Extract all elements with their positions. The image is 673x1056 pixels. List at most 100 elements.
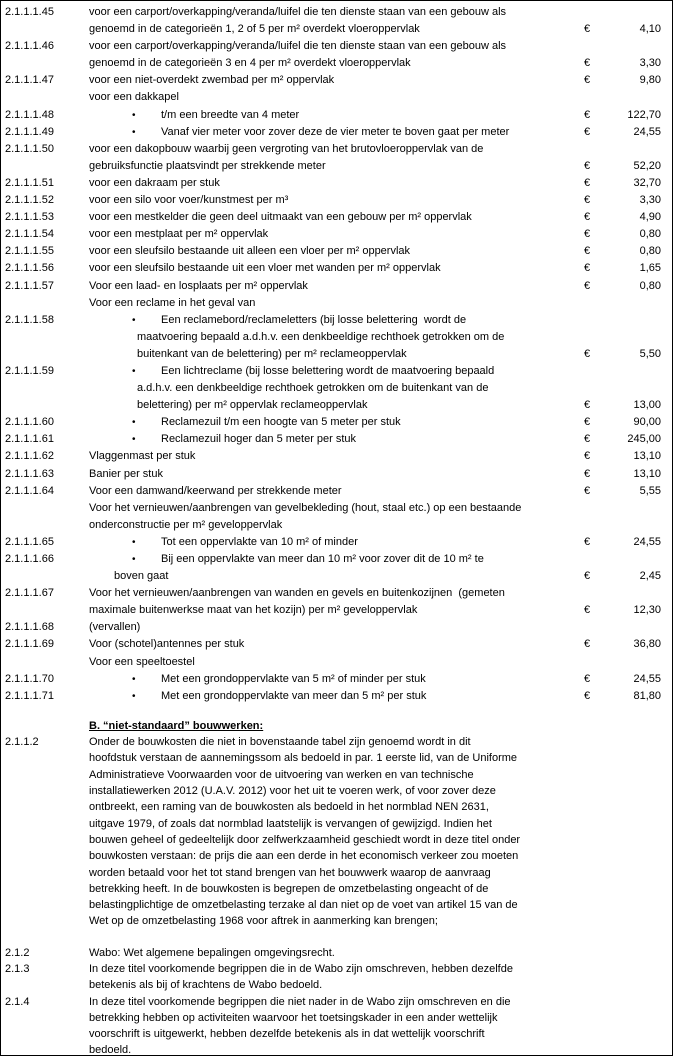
euro-symbol: € (584, 159, 591, 172)
table-row: 2.1.1.1.58 • Een reclamebord/reclameletter… (1, 312, 672, 363)
row-code: 2.1.2 (5, 946, 30, 959)
table-row: voor een dakkapel (1, 89, 672, 106)
row-line: 2.1.1.1.47 voor een niet-overdekt zwembad… (1, 72, 672, 89)
table-row: 2.1.1.1.48 • t/m een breedte van 4 meter €1… (1, 107, 672, 124)
row-line: maximale buitenwerkse maat van het kozij… (1, 602, 672, 619)
row-code: 2.1.1.1.71 (5, 689, 54, 702)
row-text: Reclamezuil hoger dan 5 meter per stuk (161, 433, 357, 446)
row-code: 2.1.1.1.69 (5, 638, 54, 651)
row-text: Voor een laad- en losplaats per m² opper… (89, 279, 308, 292)
row-text: t/m een breedte van 4 meter (161, 108, 300, 121)
row-code: 2.1.1.1.54 (5, 228, 54, 241)
row-line: 2.1.1.1.69 Voor (schotel)antennes per stu… (1, 636, 672, 653)
row-text: belettering) per m² oppervlak reclameopp… (137, 399, 368, 412)
row-code: 2.1.1.1.52 (5, 194, 54, 207)
euro-symbol: € (584, 194, 591, 207)
row-line: betrekking heeft. In de bouwkosten is be… (1, 881, 672, 897)
euro-symbol: € (584, 228, 591, 241)
euro-symbol: € (584, 689, 591, 702)
row-text: installatiewerken 2012 (U.A.V. 2012) voo… (89, 785, 496, 798)
row-code: 2.1.1.1.56 (5, 262, 54, 275)
row-amount: 52,20 (633, 159, 661, 172)
row-line: 2.1.1.1.70 • Met een grondoppervlakte van … (1, 671, 672, 688)
table-row: 2.1.1.1.56 voor een sleufsilo bestaande u… (1, 260, 672, 277)
row-line: buitenkant van de belettering) per m² re… (1, 346, 672, 363)
euro-symbol: € (584, 108, 591, 121)
row-text: Onder de bouwkosten die niet in bovensta… (89, 736, 471, 749)
row-code: 2.1.1.1.70 (5, 672, 54, 685)
table-row: 2.1.1.1.67 Voor het vernieuwen/aanbrengen… (1, 585, 672, 619)
row-amount: 5,55 (639, 484, 661, 497)
row-text: In deze titel voorkomende begrippen die … (89, 995, 511, 1008)
row-code: 2.1.1.1.65 (5, 535, 54, 548)
euro-symbol: € (584, 416, 591, 429)
row-line: 2.1.1.1.48 • t/m een breedte van 4 meter €1… (1, 107, 672, 124)
table-row: 2.1.4 In deze titel voorkomende begrippen… (1, 994, 672, 1055)
row-text: Met een grondoppervlakte van meer dan 5 … (161, 689, 427, 702)
row-text: voor een silo voor voer/kunstmest per m³ (89, 194, 289, 207)
row-line: 2.1.1.2 Onder de bouwkosten die niet in b… (1, 734, 672, 750)
row-line: 2.1.1.1.63 Banier per stuk €13,10 (1, 466, 672, 483)
row-code: 2.1.1.1.61 (5, 433, 54, 446)
table-row: 2.1.1.1.50 voor een dakopbouw waarbij gee… (1, 141, 672, 175)
row-line: maatvoering bepaald a.d.h.v. een denkbee… (1, 329, 672, 346)
row-line: 2.1.1.1.56 voor een sleufsilo bestaande u… (1, 260, 672, 277)
tariff-table-section: 2.1.1.1.45 voor een carport/overkapping/v… (1, 4, 672, 705)
row-line: Voor een speeltoestel (1, 654, 672, 671)
row-text: maatvoering bepaald a.d.h.v. een denkbee… (137, 330, 505, 343)
vertical-spacer (1, 930, 672, 945)
row-text: betrekking heeft. In de bouwkosten is be… (89, 882, 489, 895)
table-row: 2.1.1.1.53 voor een mestkelder die geen d… (1, 209, 672, 226)
row-text: Vanaf vier meter voor zover deze de vier… (161, 125, 510, 138)
row-line: 2.1.1.1.46 voor een carport/overkapping/v… (1, 38, 672, 55)
row-code: 2.1.1.1.45 (5, 6, 54, 18)
row-text: betrekking hebben op activiteiten waarvo… (89, 1011, 498, 1024)
row-text: voor een carport/overkapping/veranda/lui… (89, 6, 507, 18)
row-line: 2.1.1.1.57 Voor een laad- en losplaats pe… (1, 278, 672, 295)
row-text: Wabo: Wet algemene bepalingen omgevingsr… (89, 946, 335, 959)
definitions-section: 2.1.2 Wabo: Wet algemene bepalingen omgev… (1, 945, 672, 1055)
euro-symbol: € (584, 467, 591, 480)
row-line: 2.1.1.1.60 • Reclamezuil t/m een hoogte va… (1, 414, 672, 431)
row-amount: 0,80 (639, 245, 661, 258)
row-line: Administratieve Voorwaarden voor de uitv… (1, 767, 672, 783)
bullet-icon: • (132, 690, 136, 702)
row-text: Reclamezuil t/m een hoogte van 5 meter p… (161, 416, 401, 429)
euro-symbol: € (584, 638, 591, 651)
euro-symbol: € (584, 604, 591, 617)
row-line: betekenis als bij of krachtens de Wabo b… (1, 977, 672, 993)
row-text: bouwen geheel of gedeeltelijk door zelfw… (89, 833, 521, 846)
row-line: 2.1.1.1.53 voor een mestkelder die geen d… (1, 209, 672, 226)
table-row: 2.1.1.1.70 • Met een grondoppervlakte van … (1, 671, 672, 688)
row-code: 2.1.1.1.49 (5, 125, 54, 138)
row-line: 2.1.1.1.61 • Reclamezuil hoger dan 5 meter… (1, 431, 672, 448)
row-amount: 81,80 (633, 689, 661, 702)
row-line: genoemd in de categorieën 1, 2 of 5 per … (1, 21, 672, 38)
row-amount: 9,80 (639, 74, 661, 87)
row-text: Vlaggenmast per stuk (89, 450, 196, 463)
row-line: Voor een reclame in het geval van (1, 295, 672, 312)
euro-symbol: € (584, 535, 591, 548)
table-row: 2.1.1.1.52 voor een silo voor voer/kunstm… (1, 192, 672, 209)
row-code: 2.1.1.1.53 (5, 211, 54, 224)
bullet-icon: • (132, 536, 136, 548)
row-code: 2.1.1.1.48 (5, 108, 54, 121)
table-row: 2.1.1.1.61 • Reclamezuil hoger dan 5 meter… (1, 431, 672, 448)
row-text: Voor (schotel)antennes per stuk (89, 638, 245, 651)
row-line: 2.1.2 Wabo: Wet algemene bepalingen omgev… (1, 945, 672, 961)
row-line: 2.1.1.1.52 voor een silo voor voer/kunstm… (1, 192, 672, 209)
row-text: ontbreekt, een raming van de bouwkosten … (89, 801, 489, 814)
row-line: hoofdstuk verstaan de aannemingssom als … (1, 750, 672, 766)
row-line: Wet op de omzetbelasting 1968 voor aftre… (1, 913, 672, 929)
row-text: onderconstructie per m² geveloppervlak (89, 518, 283, 531)
euro-symbol: € (584, 570, 591, 583)
row-amount: 36,80 (633, 638, 661, 651)
row-code: 2.1.1.1.51 (5, 176, 54, 189)
row-line: gebruiksfunctie plaatsvindt per strekken… (1, 158, 672, 175)
row-code: 2.1.1.1.63 (5, 467, 54, 480)
row-code: 2.1.1.1.67 (5, 587, 54, 600)
row-text: Voor een damwand/keerwand per strekkende… (89, 484, 342, 497)
bullet-icon: • (132, 365, 136, 377)
row-text: voor een dakraam per stuk (89, 176, 220, 189)
row-line: voor een dakkapel (1, 89, 672, 106)
